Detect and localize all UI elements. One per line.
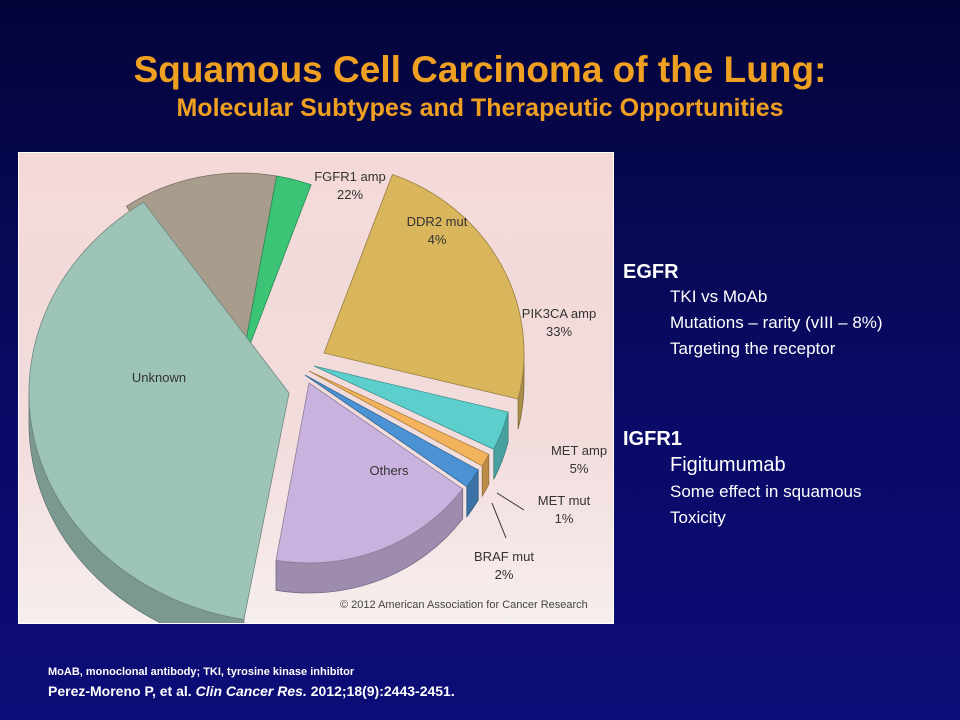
chart-copyright: © 2012 American Association for Cancer R…: [340, 599, 588, 611]
egfr-heading: EGFR: [623, 261, 679, 283]
egfr-block: EGFR TKI vs MoAb Mutations – rarity (vII…: [623, 260, 883, 362]
pie-chart-panel: FGFR1 amp 22% DDR2 mut 4% PIK3CA amp 33% MET a…: [18, 152, 614, 624]
igfr1-item: Figitumumab: [670, 454, 786, 476]
slide-title: Squamous Cell Carcinoma of the Lung:: [133, 49, 827, 90]
citation-authors: Perez-Moreno P, et al.: [48, 683, 196, 699]
slice-label-others: Others: [369, 463, 409, 478]
pie-slice-met-amp: [313, 365, 509, 480]
slice-value-braf-mut: 2%: [495, 567, 514, 582]
slice-label-fgfr1-amp: FGFR1 amp: [314, 169, 386, 184]
slice-label-braf-mut: BRAF mut: [474, 549, 534, 564]
egfr-item: Mutations – rarity (vIII – 8%): [670, 313, 883, 332]
citation: Perez-Moreno P, et al. Clin Cancer Res. …: [48, 683, 455, 699]
egfr-item: Targeting the receptor: [670, 339, 836, 358]
slice-label-ddr2-mut: DDR2 mut: [407, 214, 468, 229]
citation-journal: Clin Cancer Res.: [195, 683, 307, 699]
leader-line: [491, 502, 507, 539]
citation-details: 2012;18(9):2443-2451.: [306, 683, 455, 699]
slice-value-met-mut: 1%: [555, 511, 574, 526]
pie-slice-unknown: [28, 201, 290, 623]
slice-label-met-amp: MET amp: [551, 443, 607, 458]
igfr1-item: Some effect in squamous: [670, 482, 862, 501]
igfr1-item: Toxicity: [670, 508, 726, 527]
pie-slice-braf-mut: [304, 374, 479, 518]
slice-value-pik3ca-amp: 33%: [546, 324, 572, 339]
slice-label-pik3ca-amp: PIK3CA amp: [522, 306, 596, 321]
slide-subtitle: Molecular Subtypes and Therapeutic Oppor…: [176, 94, 784, 122]
igfr1-block: IGFR1 Figitumumab Some effect in squamou…: [623, 427, 862, 531]
pie-slice-fgfr1-amp: [125, 172, 278, 370]
egfr-item: TKI vs MoAb: [670, 287, 768, 306]
pie-slice-others: [275, 382, 464, 594]
igfr1-heading: IGFR1: [623, 428, 682, 450]
slice-value-ddr2-mut: 4%: [428, 232, 447, 247]
slice-label-met-mut: MET mut: [538, 493, 591, 508]
pie-slice-met-mut: [308, 370, 490, 498]
leader-line: [496, 492, 525, 511]
slice-label-unknown: Unknown: [132, 370, 186, 385]
pie-slice-ddr2-mut: [240, 175, 312, 369]
abbreviation-footnote: MoAB, monoclonal antibody; TKI, tyrosine…: [48, 666, 355, 678]
pie-slice-pik3ca-amp: [323, 173, 525, 430]
slice-value-met-amp: 5%: [570, 461, 589, 476]
pie-chart: FGFR1 amp 22% DDR2 mut 4% PIK3CA amp 33% MET a…: [28, 169, 607, 623]
slice-value-fgfr1-amp: 22%: [337, 187, 363, 202]
